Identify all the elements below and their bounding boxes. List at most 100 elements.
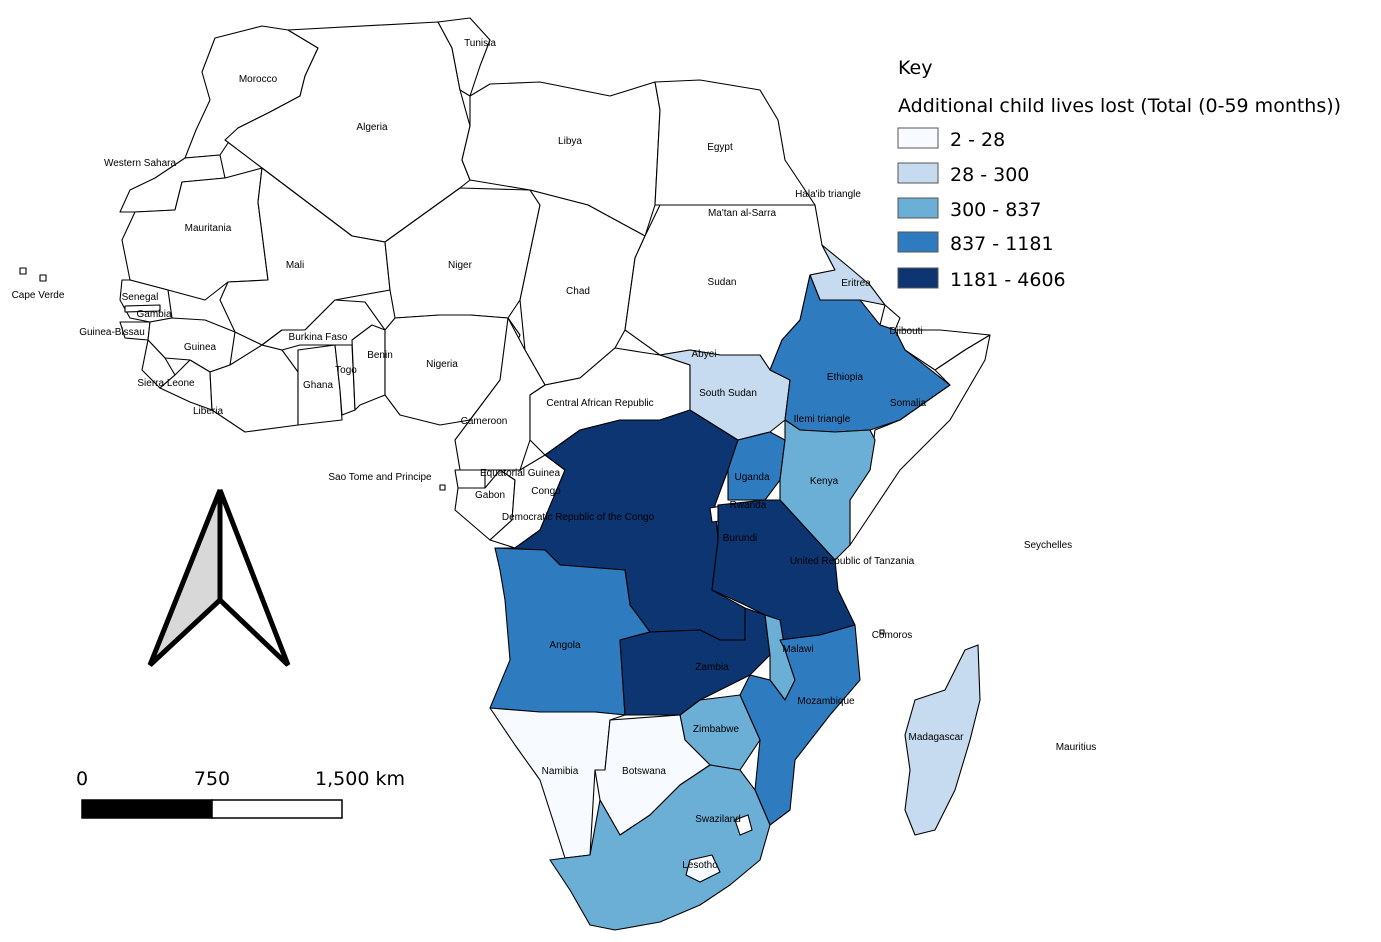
label-abyei: Abyei xyxy=(691,349,716,360)
label-madagascar: Madagascar xyxy=(908,732,964,743)
label-western-sahara: Western Sahara xyxy=(104,158,177,169)
country-gambia[interactable] xyxy=(124,304,161,313)
country-libya[interactable] xyxy=(461,81,661,237)
country-labels: Morocco Algeria Libya Egypt Tunisia West… xyxy=(12,38,1097,871)
label-djibouti: Djibouti xyxy=(889,326,922,337)
label-uganda: Uganda xyxy=(734,472,769,483)
label-liberia: Liberia xyxy=(193,406,223,417)
label-seychelles: Seychelles xyxy=(1024,540,1072,551)
legend-item: 28 - 300 xyxy=(897,162,1029,186)
legend-swatch-4 xyxy=(897,267,939,289)
north-arrow-icon xyxy=(147,489,291,667)
label-car: Central African Republic xyxy=(546,398,653,409)
label-lesotho: Lesotho xyxy=(682,860,718,871)
country-burkina-faso[interactable] xyxy=(261,299,386,351)
country-swaziland[interactable] xyxy=(734,814,753,836)
legend-item: 1181 - 4606 xyxy=(897,267,1066,291)
country-sao-tome[interactable] xyxy=(439,484,446,491)
legend-heading: Key xyxy=(898,57,932,79)
scale-bar-black xyxy=(81,799,213,819)
label-malawi: Malawi xyxy=(782,644,813,655)
label-ilemi: Ilemi triangle xyxy=(794,414,851,425)
label-niger: Niger xyxy=(448,260,473,271)
legend-label-2: 300 - 837 xyxy=(950,199,1041,221)
label-guinea-bissau: Guinea-Bissau xyxy=(79,327,145,338)
scale-bar: 0 750 1,500 km xyxy=(76,768,405,819)
legend-title: Additional child lives lost (Total (0-59… xyxy=(898,95,1341,117)
label-botswana: Botswana xyxy=(622,766,666,777)
label-halaib: Hala'ib triangle xyxy=(795,189,861,200)
label-cameroon: Cameroon xyxy=(461,416,508,427)
country-kenya[interactable] xyxy=(779,419,876,561)
country-madagascar[interactable] xyxy=(904,644,981,836)
legend-swatch-0 xyxy=(897,127,939,149)
label-sierra-leone: Sierra Leone xyxy=(137,378,195,389)
legend-item: 300 - 837 xyxy=(897,197,1041,221)
label-mauritius: Mauritius xyxy=(1056,742,1097,753)
label-ethiopia: Ethiopia xyxy=(827,372,864,383)
label-burkina-faso: Burkina Faso xyxy=(289,332,348,343)
country-benin[interactable] xyxy=(351,324,386,411)
label-tunisia: Tunisia xyxy=(464,38,496,49)
legend: Key Additional child lives lost (Total (… xyxy=(897,57,1341,291)
label-sudan: Sudan xyxy=(708,277,737,288)
scale-bar-white xyxy=(211,799,343,819)
label-maatan: Ma'tan al-Sarra xyxy=(708,208,776,219)
label-somalia: Somalia xyxy=(890,398,927,409)
legend-label-1: 28 - 300 xyxy=(950,164,1029,186)
label-comoros: Comoros xyxy=(872,630,913,641)
label-angola: Angola xyxy=(549,640,581,651)
label-mali: Mali xyxy=(286,260,304,271)
label-benin: Benin xyxy=(367,350,393,361)
legend-swatch-1 xyxy=(897,162,939,184)
label-morocco: Morocco xyxy=(239,74,278,85)
label-mozambique: Mozambique xyxy=(797,696,855,707)
label-ghana: Ghana xyxy=(303,380,333,391)
country-cape-verde[interactable] xyxy=(19,267,47,282)
legend-label-0: 2 - 28 xyxy=(950,129,1005,151)
label-algeria: Algeria xyxy=(356,122,388,133)
label-cape-verde: Cape Verde xyxy=(12,290,65,301)
label-burundi: Burundi xyxy=(723,533,757,544)
country-polygons xyxy=(19,17,991,931)
label-namibia: Namibia xyxy=(542,766,579,777)
legend-item: 2 - 28 xyxy=(897,127,1005,151)
label-mauritania: Mauritania xyxy=(185,223,232,234)
label-swaziland: Swaziland xyxy=(695,814,741,825)
legend-label-4: 1181 - 4606 xyxy=(950,269,1066,291)
label-eq-guinea: Equatorial Guinea xyxy=(480,468,560,479)
country-somalia[interactable] xyxy=(849,334,991,546)
legend-swatch-2 xyxy=(897,197,939,219)
country-togo[interactable] xyxy=(334,344,356,416)
label-chad: Chad xyxy=(566,286,590,297)
country-comoros[interactable] xyxy=(879,629,885,635)
country-lesotho[interactable] xyxy=(685,854,721,883)
label-sao-tome: Sao Tome and Principe xyxy=(328,472,432,483)
label-zambia: Zambia xyxy=(695,662,729,673)
label-rwanda: Rwanda xyxy=(730,500,767,511)
country-tunisia[interactable] xyxy=(437,17,491,97)
legend-item: 837 - 1181 xyxy=(897,231,1054,255)
legend-label-3: 837 - 1181 xyxy=(950,233,1054,255)
label-senegal: Senegal xyxy=(122,292,159,303)
label-gambia: Gambia xyxy=(136,309,171,320)
label-nigeria: Nigeria xyxy=(426,359,458,370)
scale-tick-end: 1,500 km xyxy=(315,768,405,790)
label-south-sudan: South Sudan xyxy=(699,388,757,399)
label-tanzania: United Republic of Tanzania xyxy=(790,556,915,567)
country-uganda[interactable] xyxy=(727,431,786,501)
label-kenya: Kenya xyxy=(810,476,839,487)
legend-swatch-3 xyxy=(897,231,939,253)
label-eritrea: Eritrea xyxy=(841,278,871,289)
country-egypt[interactable] xyxy=(654,79,816,206)
country-south-africa[interactable] xyxy=(549,764,771,931)
label-drc: Democratic Republic of the Congo xyxy=(502,512,655,523)
label-congo: Congo xyxy=(531,486,561,497)
label-togo: Togo xyxy=(335,365,357,376)
label-gabon: Gabon xyxy=(475,490,505,501)
label-egypt: Egypt xyxy=(707,142,733,153)
scale-tick-0: 0 xyxy=(76,768,88,790)
label-libya: Libya xyxy=(558,136,582,147)
label-zimbabwe: Zimbabwe xyxy=(693,724,740,735)
